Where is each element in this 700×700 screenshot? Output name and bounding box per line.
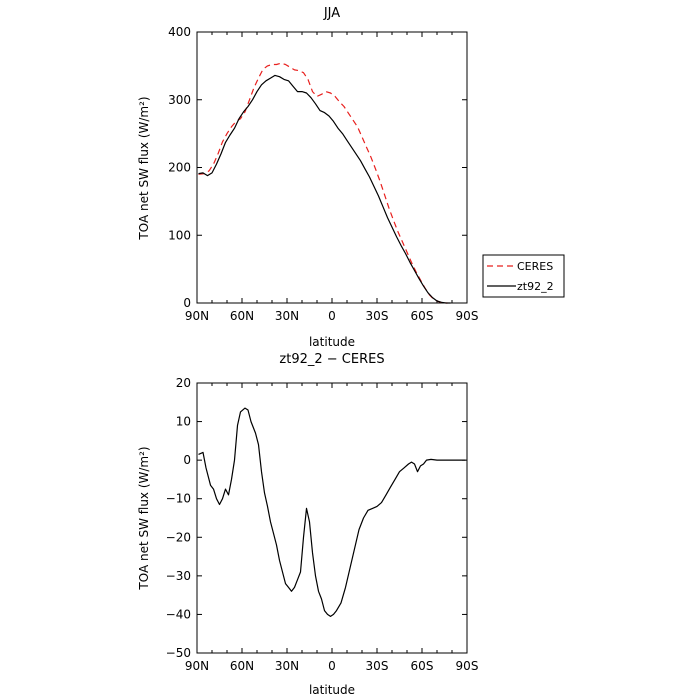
y-tick-label: −40 [166, 607, 191, 621]
bottom-chart-title: zt92_2 − CERES [279, 352, 384, 367]
top-y-axis-label: TOA net SW flux (W/m²) [137, 96, 151, 240]
x-tick-label: 60S [411, 659, 434, 673]
y-tick-label: −10 [166, 492, 191, 506]
y-tick-label: 0 [183, 453, 191, 467]
bottom-x-axis-label: latitude [309, 683, 355, 697]
x-tick-label: 60N [230, 309, 254, 323]
y-tick-label: 0 [183, 296, 191, 310]
x-tick-label: 60N [230, 659, 254, 673]
legend-box [482, 254, 565, 298]
x-tick-label: 90N [185, 309, 209, 323]
y-tick-label: 10 [176, 415, 191, 429]
y-tick-label: 100 [168, 228, 191, 242]
top-panel: JJA 0 100 200 300 400 90N 60N 30N 0 30S 60S 90S la… [137, 6, 565, 349]
legend-label-zt92-2: zt92_2 [517, 280, 554, 293]
top-plot-frame [196, 31, 468, 304]
x-tick-label: 0 [328, 659, 336, 673]
y-tick-label: −30 [166, 569, 191, 583]
legend: CERES zt92_2 [482, 254, 565, 298]
x-tick-label: 60S [411, 309, 434, 323]
top-y-ticks: 0 100 200 300 400 [168, 25, 467, 310]
difference-line [198, 407, 466, 618]
y-tick-label: −20 [166, 530, 191, 544]
x-tick-label: 30S [366, 659, 389, 673]
x-tick-label: 30N [275, 659, 299, 673]
x-tick-label: 30S [366, 309, 389, 323]
bottom-y-ticks: −50 −40 −30 −20 −10 0 10 20 [166, 376, 467, 660]
series-line-ceres [198, 62, 448, 304]
top-chart-title: JJA [323, 6, 340, 21]
series-line-zt92-2 [198, 74, 451, 304]
y-tick-label: 300 [168, 93, 191, 107]
bottom-series-lines [198, 407, 466, 618]
x-tick-label: 0 [328, 309, 336, 323]
bottom-panel: zt92_2 − CERES −50 −40 −30 −20 −10 0 10 20 90N 6… [137, 352, 478, 697]
x-tick-label: 90N [185, 659, 209, 673]
y-tick-label: 20 [176, 376, 191, 390]
bottom-y-axis-label: TOA net SW flux (W/m²) [137, 446, 151, 590]
top-x-axis-label: latitude [309, 335, 355, 349]
top-series-lines [198, 62, 451, 304]
x-tick-label: 30N [275, 309, 299, 323]
top-x-ticks: 90N 60N 30N 0 30S 60S 90S [185, 32, 479, 323]
y-tick-label: 400 [168, 25, 191, 39]
bottom-x-ticks: 90N 60N 30N 0 30S 60S 90S [185, 383, 479, 673]
x-tick-label: 90S [456, 659, 479, 673]
legend-label-ceres: CERES [517, 260, 553, 273]
y-tick-label: −50 [166, 646, 191, 660]
x-tick-label: 90S [456, 309, 479, 323]
y-tick-label: 200 [168, 161, 191, 175]
